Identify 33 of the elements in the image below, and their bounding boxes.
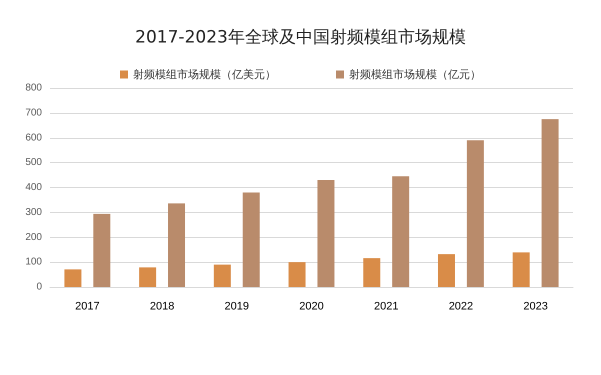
bar: [438, 254, 455, 287]
x-tick-label: 2022: [448, 300, 474, 312]
x-tick-label: 2019: [224, 300, 250, 312]
chart-title: 2017-2023年全球及中国射频模组市场规模: [135, 28, 466, 48]
y-tick-label: 200: [25, 232, 42, 243]
bar: [317, 180, 334, 287]
legend-label: 射频模组市场规模（亿元）: [349, 68, 481, 81]
y-tick-label: 300: [25, 206, 42, 218]
bar: [139, 267, 156, 287]
y-tick-label: 100: [25, 256, 42, 268]
x-tick-label: 2020: [299, 300, 324, 312]
y-tick-label: 400: [25, 182, 42, 193]
y-tick-label: 500: [25, 157, 42, 168]
legend-label: 射频模组市场规模（亿美元）: [133, 68, 276, 81]
bar: [542, 119, 559, 287]
bar: [288, 262, 306, 287]
x-tick-label: 2021: [374, 300, 398, 312]
bar: [64, 269, 82, 287]
x-tick-label: 2023: [523, 300, 548, 312]
bar: [93, 214, 110, 287]
bar: [363, 258, 380, 287]
bar: [392, 176, 410, 287]
y-tick-label: 600: [25, 132, 42, 144]
bar: [242, 192, 260, 287]
x-tick-label: 2018: [150, 300, 174, 312]
y-tick-label: 800: [25, 82, 42, 94]
bar: [466, 140, 484, 287]
bar: [168, 203, 186, 287]
y-tick-label: 0: [36, 282, 42, 292]
x-tick-label: 2017: [75, 300, 100, 312]
bar: [214, 264, 231, 287]
bar: [512, 252, 530, 287]
y-tick-label: 700: [25, 107, 42, 118]
